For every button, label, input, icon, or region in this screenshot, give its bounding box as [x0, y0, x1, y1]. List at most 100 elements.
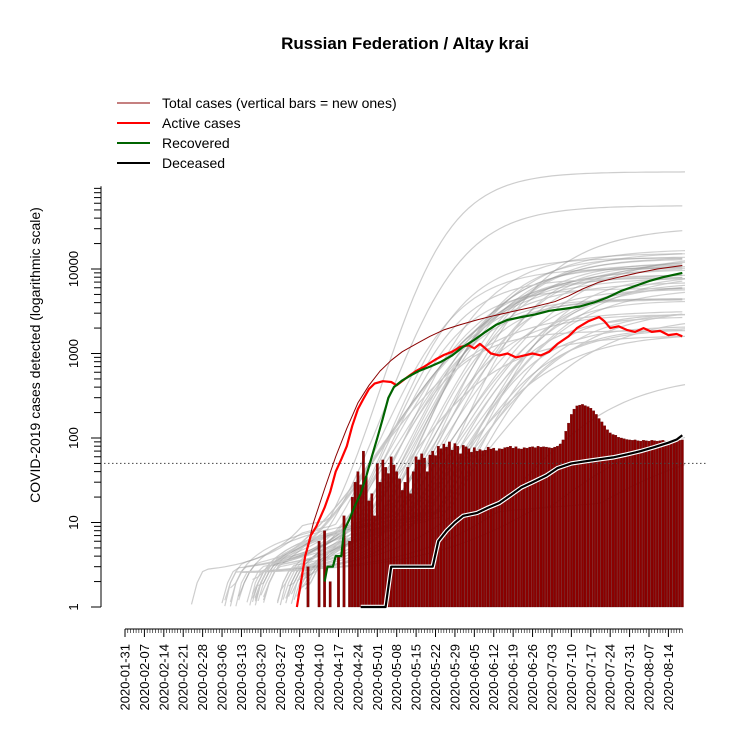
new-cases-bar: [370, 493, 374, 608]
x-tick-label: 2020-07-10: [564, 644, 579, 711]
new-cases-bar: [420, 453, 424, 608]
new-cases-bar: [570, 414, 573, 608]
new-cases-bar: [678, 440, 681, 608]
new-cases-bar: [567, 422, 570, 608]
comparison-region-line: [238, 264, 683, 601]
x-tick-label: 2020-07-03: [544, 644, 559, 711]
new-cases-bar: [439, 448, 443, 608]
y-tick-label: 10000: [66, 251, 81, 287]
legend-label-total: Total cases (vertical bars = new ones): [162, 95, 397, 111]
new-cases-bar: [389, 456, 393, 608]
new-cases-bar: [403, 482, 407, 608]
new-cases-bar: [514, 446, 518, 608]
new-cases-bar: [625, 439, 629, 608]
new-cases-bar: [381, 459, 385, 608]
x-tick-label: 2020-05-01: [370, 644, 385, 711]
new-cases-bar: [539, 446, 543, 608]
new-cases-bar: [503, 447, 507, 608]
new-cases-bar: [572, 408, 576, 608]
new-cases-bar: [461, 445, 465, 608]
series-lines: [295, 265, 684, 610]
new-cases-bar: [378, 482, 382, 608]
new-cases-bar: [353, 482, 357, 608]
new-cases-bar: [658, 440, 662, 608]
new-cases-bar: [597, 418, 601, 608]
new-cases-bar: [628, 439, 631, 608]
new-cases-bar: [594, 414, 598, 608]
new-cases-bar: [636, 440, 640, 608]
new-cases-bar: [614, 435, 618, 608]
new-cases-bar: [672, 440, 676, 608]
new-cases-bar: [547, 447, 551, 608]
new-cases-bar: [528, 446, 532, 608]
new-cases-bar: [472, 447, 476, 608]
comparison-region-line: [257, 269, 686, 587]
new-cases-bar: [431, 450, 435, 608]
x-tick-label: 2020-06-26: [525, 644, 540, 711]
new-cases-bar: [517, 448, 521, 608]
new-cases-bar: [492, 447, 496, 608]
x-tick-label: 2020-04-03: [292, 644, 307, 711]
new-cases-bar: [680, 439, 684, 608]
new-cases-bar: [583, 405, 587, 608]
new-cases-bar: [348, 541, 351, 608]
x-tick-label: 2020-08-14: [661, 644, 676, 711]
new-cases-bar: [556, 446, 559, 608]
new-cases-bar: [400, 490, 404, 608]
new-cases-bar: [600, 421, 604, 608]
new-cases-bar: [367, 500, 371, 608]
deceased-cases-line: [360, 434, 683, 609]
x-tick-label: 2020-06-05: [467, 644, 482, 711]
new-cases-bar: [664, 440, 667, 608]
new-cases-bar: [398, 478, 401, 608]
new-cases-bar: [511, 447, 515, 608]
new-cases-bar: [442, 443, 446, 608]
legend-label-deceased: Deceased: [162, 155, 225, 171]
new-cases-bar: [406, 467, 410, 608]
legend: Total cases (vertical bars = new ones) A…: [117, 95, 397, 171]
new-cases-bar: [642, 440, 645, 608]
new-cases-bar: [675, 440, 679, 608]
x-tick-label: 2020-04-17: [331, 644, 346, 711]
x-tick-label: 2020-03-13: [234, 644, 249, 711]
comparison-region-line: [252, 282, 686, 581]
new-cases-bar: [350, 496, 354, 608]
new-cases-bar: [317, 541, 321, 608]
comparison-region-line: [260, 257, 683, 596]
chart-title: Russian Federation / Altay krai: [281, 34, 529, 53]
new-cases-bar: [561, 439, 565, 608]
new-cases-bar: [531, 446, 534, 608]
new-cases-bar: [589, 408, 593, 608]
total-cases-line: [296, 265, 683, 608]
active-cases-line: [295, 315, 683, 608]
y-tick-label: 10: [66, 515, 81, 529]
new-cases-bar: [362, 450, 365, 608]
new-cases-bar: [478, 449, 482, 608]
new-cases-bar: [481, 450, 485, 608]
new-cases-bar: [470, 452, 473, 608]
new-cases-bar: [417, 459, 421, 608]
new-cases-bar: [661, 440, 665, 608]
x-axis: 2020-01-31 2020-02-07 2020-02-14 2020-02-21…: [118, 628, 683, 711]
new-cases-bar: [653, 440, 656, 608]
y-axis: 1 10 100 1000 10000: [66, 186, 102, 611]
new-cases-bar: [456, 446, 460, 608]
new-cases-bar: [578, 404, 582, 608]
new-cases-bar: [342, 515, 346, 608]
new-cases-bar: [500, 448, 504, 608]
new-cases-bar: [522, 447, 526, 608]
y-tick-label: 1000: [66, 339, 81, 368]
comparison-region-line: [224, 267, 685, 601]
x-tick-label: 2020-03-27: [273, 644, 288, 711]
x-tick-label: 2020-02-21: [176, 644, 191, 711]
new-cases-bar: [337, 555, 340, 608]
new-cases-bar: [667, 440, 670, 608]
x-tick-label: 2020-03-06: [215, 644, 230, 711]
new-cases-bar: [631, 440, 634, 608]
new-cases-bar: [373, 515, 376, 608]
new-cases-bar: [542, 446, 545, 608]
new-cases-bar: [486, 446, 490, 608]
comparison-region-line: [279, 260, 686, 592]
new-cases-bar: [459, 453, 462, 608]
